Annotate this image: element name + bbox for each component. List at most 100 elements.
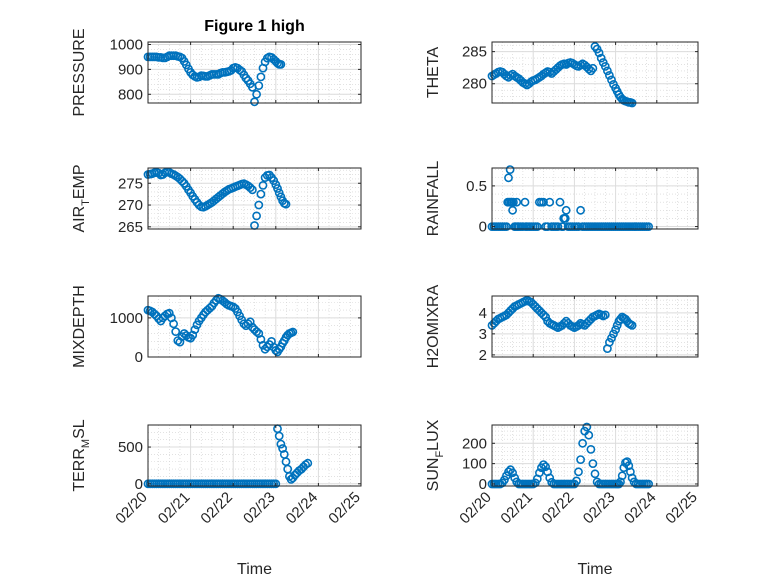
data-point bbox=[254, 200, 264, 210]
x-tick-label: 02/22 bbox=[197, 489, 236, 528]
data-point bbox=[252, 327, 261, 336]
data-point bbox=[543, 222, 552, 231]
data-point bbox=[584, 430, 594, 440]
data-point bbox=[576, 455, 585, 464]
data-point bbox=[258, 180, 268, 190]
data-point bbox=[171, 327, 181, 336]
y-axis-label: SUNFLUX bbox=[425, 419, 446, 491]
y-tick-label: 0 bbox=[479, 219, 487, 236]
subplot-pressure: 800 900 1000 PRESSURE Figure 1 high bbox=[71, 18, 362, 117]
data-point bbox=[539, 197, 548, 207]
data-point bbox=[190, 325, 200, 334]
y-tick-label: 200 bbox=[462, 435, 487, 452]
y-tick-label: 0.5 bbox=[466, 178, 487, 195]
y-axis-label: THETA bbox=[425, 47, 442, 99]
data-point bbox=[555, 197, 565, 207]
data-point bbox=[245, 317, 255, 327]
data-point bbox=[256, 189, 266, 199]
data-point bbox=[241, 73, 251, 83]
data-point bbox=[541, 312, 550, 322]
data-point bbox=[520, 197, 530, 207]
data-point bbox=[245, 183, 255, 192]
data-point bbox=[617, 471, 627, 481]
data-point bbox=[164, 308, 174, 318]
data-point bbox=[188, 330, 198, 340]
data-point bbox=[605, 71, 614, 80]
data-point bbox=[169, 319, 178, 329]
y-tick-label: 1000 bbox=[110, 36, 143, 53]
data-point bbox=[588, 459, 598, 468]
data-point bbox=[605, 337, 614, 347]
data-point bbox=[508, 468, 517, 478]
data-point bbox=[644, 222, 653, 231]
data-point bbox=[256, 72, 266, 82]
x-axis-label: Time bbox=[237, 561, 272, 578]
y-tick-label: 1000 bbox=[110, 310, 143, 327]
data-point bbox=[600, 310, 610, 320]
x-tick-label: 02/20 bbox=[112, 489, 151, 528]
data-point bbox=[590, 469, 600, 479]
data-point bbox=[576, 205, 585, 215]
x-tick-label: 02/23 bbox=[580, 489, 619, 528]
y-tick-label: 900 bbox=[118, 61, 143, 78]
y-tick-label: 265 bbox=[118, 219, 143, 236]
data-point bbox=[607, 75, 616, 85]
y-tick-label: 0 bbox=[135, 349, 143, 366]
subplot-h2omixra: 2 3 4 H2OMIXRA bbox=[425, 284, 699, 368]
data-point bbox=[273, 184, 282, 193]
y-tick-label: 100 bbox=[462, 456, 487, 473]
y-axis-label: PRESSURE bbox=[71, 28, 88, 116]
x-tick-label: 02/21 bbox=[155, 489, 194, 528]
data-point bbox=[274, 431, 284, 441]
axes-box bbox=[491, 167, 699, 230]
y-tick-label: 4 bbox=[479, 305, 487, 322]
data-point bbox=[588, 63, 598, 73]
data-point bbox=[644, 479, 653, 489]
y-axis-label: AIRTEMP bbox=[71, 164, 92, 232]
x-tick-label: 02/22 bbox=[539, 489, 578, 528]
data-point bbox=[539, 460, 548, 469]
data-point bbox=[539, 310, 548, 320]
data-point bbox=[518, 222, 528, 231]
data-point bbox=[574, 467, 583, 477]
data-point bbox=[154, 168, 164, 178]
y-axis-label: TERRMSL bbox=[71, 419, 92, 491]
data-point bbox=[149, 309, 159, 319]
data-point bbox=[622, 457, 632, 466]
data-point bbox=[611, 325, 620, 335]
axes-box bbox=[491, 41, 699, 104]
axes-box bbox=[147, 41, 362, 104]
data-point bbox=[252, 89, 261, 99]
data-point bbox=[574, 320, 583, 330]
data-point bbox=[572, 476, 581, 486]
y-tick-label: 0 bbox=[135, 476, 143, 493]
data-point bbox=[561, 205, 571, 215]
data-point bbox=[250, 97, 259, 107]
data-point bbox=[175, 337, 185, 347]
data-point bbox=[504, 173, 513, 183]
data-point bbox=[288, 327, 298, 337]
x-tick-label: 02/24 bbox=[283, 489, 322, 528]
chart-title: Figure 1 high bbox=[204, 18, 304, 35]
y-tick-label: 280 bbox=[462, 76, 487, 93]
data-point bbox=[584, 64, 594, 74]
subplot-sun-flux: 0 100 200 02/20 02/21 02/22 02/23 02/24 02/25 Tim… bbox=[425, 419, 701, 578]
data-point bbox=[627, 320, 637, 330]
data-point bbox=[603, 66, 612, 76]
data-point bbox=[254, 81, 264, 90]
data-point bbox=[276, 439, 286, 449]
data-point bbox=[594, 48, 604, 58]
data-point bbox=[276, 60, 286, 69]
subplot-terr-msl: 0 500 02/20 02/21 02/22 02/23 02/24 02/25 Time TE… bbox=[71, 419, 364, 578]
data-point bbox=[281, 199, 291, 209]
data-point bbox=[499, 475, 509, 485]
data-point bbox=[600, 62, 610, 71]
data-point bbox=[578, 438, 587, 448]
axes-box bbox=[147, 167, 362, 230]
data-point bbox=[228, 302, 238, 312]
data-point bbox=[609, 329, 618, 339]
x-tick-label: 02/23 bbox=[240, 489, 279, 528]
data-point bbox=[596, 53, 606, 63]
y-tick-label: 270 bbox=[118, 197, 143, 214]
